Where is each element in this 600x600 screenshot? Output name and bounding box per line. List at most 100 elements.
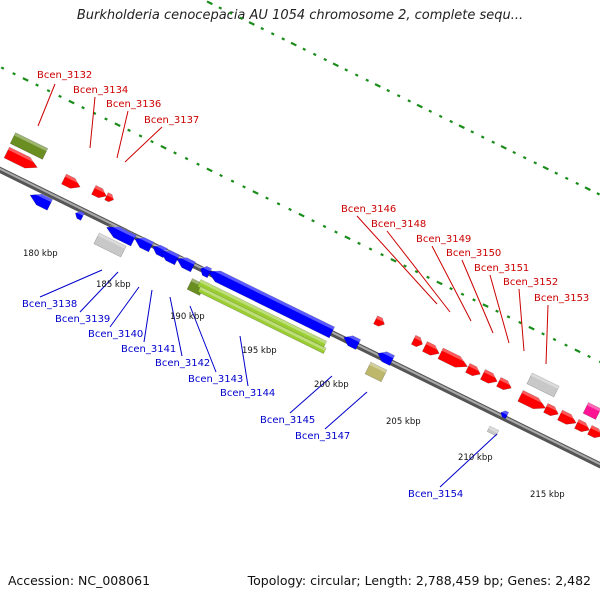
gene-arrow[interactable] [158, 247, 180, 266]
gene-arrow[interactable] [27, 190, 53, 211]
gene-feature[interactable] [465, 363, 483, 378]
gene-arrow[interactable] [499, 409, 510, 420]
gene-feature[interactable] [373, 315, 387, 328]
gene-label[interactable]: Bcen_3139 [55, 314, 110, 325]
gene-label[interactable]: Bcen_3152 [503, 277, 558, 288]
gene-feature[interactable] [587, 425, 600, 440]
tick-mark [390, 258, 397, 263]
gene-arrow-shine [31, 192, 53, 203]
gene-label[interactable]: Bcen_3145 [260, 415, 315, 426]
gene-arrow[interactable] [557, 409, 578, 428]
gene-arrow[interactable] [9, 132, 49, 160]
gene-feature[interactable] [74, 210, 85, 221]
gene-arrow[interactable] [205, 266, 335, 339]
gene-feature[interactable] [205, 266, 335, 339]
gene-feature[interactable] [158, 247, 180, 266]
gene-features[interactable] [3, 132, 600, 441]
gene-label[interactable]: Bcen_3149 [416, 234, 471, 245]
gene-label[interactable]: Bcen_3138 [22, 299, 77, 310]
gene-feature[interactable] [526, 372, 560, 398]
gene-feature[interactable] [132, 234, 154, 253]
leader-line [489, 274, 510, 344]
gene-feature[interactable] [421, 341, 441, 359]
gene-label[interactable]: Bcen_3134 [73, 85, 128, 96]
gene-arrow[interactable] [198, 264, 213, 279]
gene-feature[interactable] [582, 402, 600, 420]
gene-arrow[interactable] [341, 333, 362, 350]
gene-label[interactable]: Bcen_3144 [220, 388, 275, 399]
tick-mark [219, 173, 223, 178]
tick-mark [542, 165, 549, 171]
leader-line [37, 83, 56, 127]
tick-mark [239, 16, 244, 20]
gene-arrow[interactable] [104, 192, 116, 204]
gene-feature[interactable] [499, 409, 510, 420]
gene-feature[interactable] [93, 232, 127, 258]
gene-arrow[interactable] [375, 349, 396, 366]
gene-feature[interactable] [198, 264, 213, 279]
gene-feature[interactable] [410, 334, 424, 348]
gene-feature[interactable] [61, 173, 82, 192]
gene-arrow[interactable] [91, 185, 109, 200]
tick-mark [482, 303, 489, 308]
gene-feature[interactable] [364, 361, 388, 383]
gene-arrow[interactable] [132, 234, 154, 253]
gene-arrow[interactable] [496, 377, 514, 392]
gene-arrow[interactable] [517, 390, 548, 413]
gene-feature[interactable] [574, 419, 592, 434]
gene-label[interactable]: Bcen_3143 [188, 374, 243, 385]
gene-feature[interactable] [104, 192, 116, 204]
gene-feature[interactable] [197, 286, 327, 354]
gene-feature[interactable] [479, 369, 499, 387]
gene-arrow[interactable] [465, 363, 483, 378]
gene-arrow[interactable] [373, 315, 387, 328]
gene-arrow[interactable] [421, 341, 441, 359]
gene-label[interactable]: Bcen_3141 [121, 344, 176, 355]
gene-label[interactable]: Bcen_3136 [106, 99, 161, 110]
gene-feature[interactable] [27, 190, 53, 211]
gene-feature[interactable] [3, 146, 40, 173]
gene-arrow[interactable] [74, 210, 85, 221]
gene-feature[interactable] [341, 333, 362, 350]
gene-arrow[interactable] [410, 334, 424, 348]
gene-arrow[interactable] [174, 254, 196, 273]
tick-mark [512, 150, 517, 155]
gene-feature[interactable] [496, 377, 514, 392]
gene-feature[interactable] [437, 347, 470, 372]
gene-label[interactable]: Bcen_3137 [144, 115, 199, 126]
gene-arrow[interactable] [574, 419, 592, 434]
gene-feature[interactable] [9, 132, 49, 160]
gene-arrow[interactable] [526, 372, 560, 398]
gene-feature[interactable] [486, 425, 500, 437]
gene-arrow[interactable] [587, 425, 600, 440]
gene-arrow[interactable] [61, 173, 82, 192]
gene-feature[interactable] [91, 185, 109, 200]
gene-label[interactable]: Bcen_3147 [295, 431, 350, 442]
gene-label[interactable]: Bcen_3142 [155, 358, 210, 369]
gene-arrow[interactable] [93, 232, 127, 258]
gene-arrow[interactable] [104, 222, 137, 247]
gene-arrow[interactable] [543, 403, 561, 418]
gene-feature[interactable] [557, 409, 578, 428]
gene-label[interactable]: Bcen_3148 [371, 219, 426, 230]
gene-arrow[interactable] [3, 146, 40, 173]
gene-feature[interactable] [174, 254, 196, 273]
gene-arrow[interactable] [437, 347, 470, 372]
gene-feature[interactable] [543, 403, 561, 418]
gene-feature[interactable] [517, 390, 548, 413]
gene-label[interactable]: Bcen_3150 [446, 248, 501, 259]
gene-arrow[interactable] [479, 369, 499, 387]
gene-label[interactable]: Bcen_3132 [37, 70, 92, 81]
gene-arrow[interactable] [582, 402, 600, 420]
gene-arrow[interactable] [197, 286, 327, 354]
gene-label[interactable]: Bcen_3146 [341, 204, 396, 215]
gene-label[interactable]: Bcen_3140 [88, 329, 143, 340]
gene-label[interactable]: Bcen_3153 [534, 293, 589, 304]
gene-arrow[interactable] [486, 425, 500, 437]
gene-label[interactable]: Bcen_3151 [474, 263, 529, 274]
gene-feature[interactable] [375, 349, 396, 366]
gene-feature[interactable] [104, 222, 137, 247]
gene-arrow[interactable] [364, 361, 388, 383]
gene-label[interactable]: Bcen_3154 [408, 489, 463, 500]
